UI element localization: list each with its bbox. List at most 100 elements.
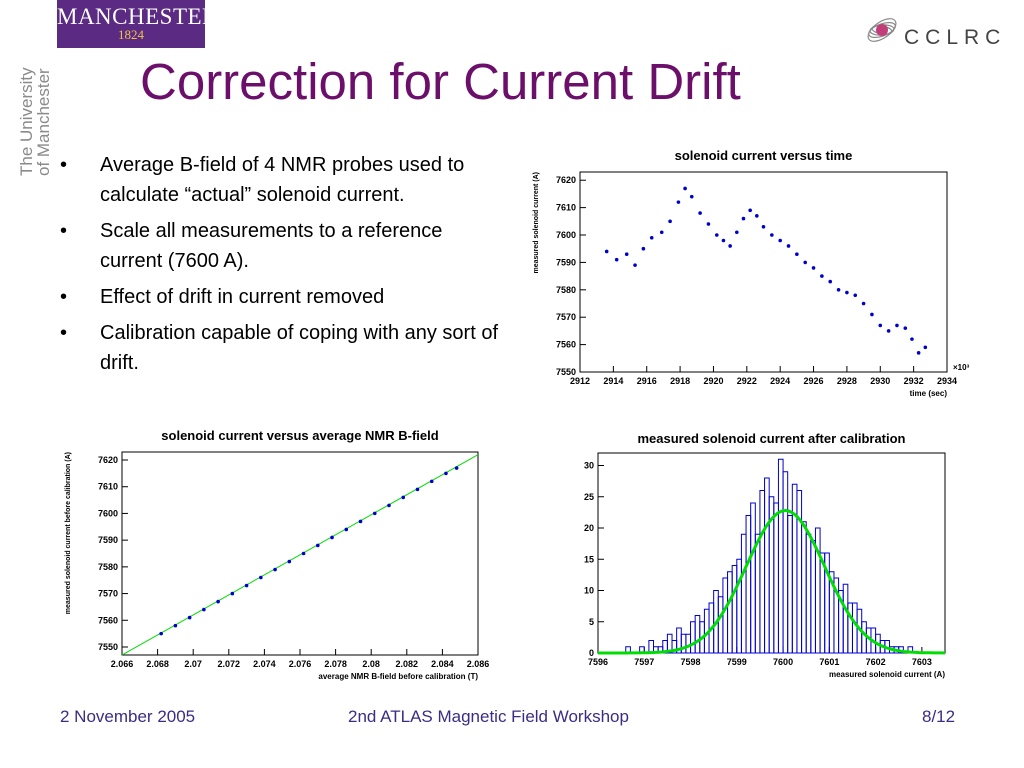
x-axis-label: time (sec) xyxy=(910,389,948,398)
data-point xyxy=(886,329,891,333)
y-tick-label: 7620 xyxy=(556,175,576,185)
y-tick-label: 7580 xyxy=(556,285,576,295)
bullet-marker: • xyxy=(60,154,68,176)
bullet-item: • Effect of drift in current removed xyxy=(60,282,500,312)
bullet-marker: • xyxy=(60,220,68,242)
y-tick-label: 7560 xyxy=(556,340,576,350)
bullet-text: Average B-field of 4 NMR probes used to … xyxy=(100,154,465,206)
x-tick-label: 2.07 xyxy=(184,659,202,669)
chart-title: solenoid current versus average NMR B-fi… xyxy=(161,428,438,443)
y-axis-label: measured solenoid current before calibra… xyxy=(65,452,72,614)
x-tick-label: 7603 xyxy=(912,657,932,667)
data-point xyxy=(344,527,349,532)
x-tick-label: 7602 xyxy=(866,657,886,667)
x-tick-label: 2932 xyxy=(904,376,924,386)
data-point xyxy=(689,194,694,199)
plot-current-vs-bfield: 2.066 2.068 2.07 2.072 2.074 2.076 2.078 2.08 2.… xyxy=(58,422,498,682)
y-tick-label: 20 xyxy=(584,523,594,533)
data-point xyxy=(748,208,752,213)
bullet-item: • Scale all measurements to a reference c… xyxy=(60,216,500,276)
manchester-year: 1824 xyxy=(118,27,144,42)
data-point xyxy=(387,503,391,508)
x-tick-label: 2.08 xyxy=(362,659,380,669)
plot-calibrated-histogram: 7596 7597 7598 7599 7600 7601 7602 7603 0 5 10 15 20… xyxy=(540,425,960,683)
data-point xyxy=(770,233,774,237)
data-point xyxy=(706,222,711,226)
y-tick-label: 7590 xyxy=(556,257,576,267)
manchester-logo: MANCHESTER 1824 xyxy=(57,0,217,48)
data-point xyxy=(244,583,249,588)
y-tick-label: 7550 xyxy=(98,642,118,652)
x-tick-label: 2.076 xyxy=(289,659,312,669)
data-point xyxy=(845,290,849,295)
data-point xyxy=(811,266,816,270)
data-point xyxy=(604,249,609,254)
data-point xyxy=(372,511,377,516)
gaussian-fit-curve xyxy=(598,508,946,655)
y-tick-label: 10 xyxy=(584,586,594,596)
data-point xyxy=(786,244,791,248)
data-point xyxy=(836,288,841,292)
y-tick-label: 15 xyxy=(584,554,594,564)
data-point xyxy=(273,567,277,572)
bullet-marker: • xyxy=(60,322,68,344)
y-tick-label: 7590 xyxy=(98,535,118,545)
y-tick-label: 0 xyxy=(589,648,594,658)
x-axis-label: average NMR B-field before calibration (… xyxy=(318,672,478,681)
data-point xyxy=(287,559,292,564)
footer-page: 8/12 xyxy=(922,707,956,726)
data-point xyxy=(755,214,759,218)
data-point xyxy=(853,293,858,298)
data-point xyxy=(358,519,363,524)
data-point xyxy=(202,607,206,612)
data-point xyxy=(735,230,739,235)
data-point xyxy=(230,591,235,596)
data-point xyxy=(778,238,782,243)
y-tick-label: 7620 xyxy=(98,455,118,465)
x-tick-label: 2922 xyxy=(737,376,757,386)
x-axis-label: measured solenoid current (A) xyxy=(829,670,945,679)
chart-title: solenoid current versus time xyxy=(675,148,853,163)
data-point xyxy=(795,252,799,256)
x-tick-label: 2912 xyxy=(570,376,590,386)
chart-calibrated-histogram: 7596 7597 7598 7599 7600 7601 7602 7603 0 5 10 15 20… xyxy=(584,431,946,679)
chart-current-vs-time: 2912 2914 2916 2918 2920 2922 2924 2926 2928 2930… xyxy=(533,148,970,398)
data-point xyxy=(401,495,406,500)
data-point xyxy=(614,257,619,262)
data-point xyxy=(633,263,637,267)
bullet-text: Effect of drift in current removed xyxy=(100,286,385,308)
x-tick-label: 2934 xyxy=(937,376,957,386)
data-point xyxy=(659,230,664,235)
data-point xyxy=(316,543,320,548)
chart-title: measured solenoid current after calibrat… xyxy=(637,431,905,446)
x-tick-label: 2918 xyxy=(670,376,690,386)
data-point xyxy=(159,631,163,636)
data-point xyxy=(910,337,914,341)
y-tick-label: 7570 xyxy=(556,312,576,322)
data-point xyxy=(624,252,629,256)
data-point xyxy=(721,238,726,243)
data-point xyxy=(683,186,687,191)
x-tick-label: 2924 xyxy=(770,376,790,386)
x-tick-label: 2926 xyxy=(804,376,824,386)
data-point xyxy=(676,200,681,204)
y-axis-label: measured solenoid current (A) xyxy=(533,172,540,274)
data-point xyxy=(903,326,908,330)
bullet-marker: • xyxy=(60,286,68,308)
slide-title: Correction for Current Drift xyxy=(140,53,741,110)
bullet-item: • Calibration capable of coping with any … xyxy=(60,318,500,378)
x-multiplier: ×10³ xyxy=(953,363,970,372)
x-tick-label: 2.082 xyxy=(396,659,419,669)
data-point xyxy=(259,575,263,580)
bullet-text: Scale all measurements to a reference cu… xyxy=(100,220,443,272)
data-point xyxy=(861,301,866,306)
cclrc-swirl-icon xyxy=(867,18,897,42)
y-tick-label: 7600 xyxy=(556,230,576,240)
data-point xyxy=(216,599,220,604)
y-tick-label: 25 xyxy=(584,492,594,502)
y-tick-label: 7600 xyxy=(98,508,118,518)
data-point xyxy=(728,244,732,248)
x-tick-label: 2.086 xyxy=(467,659,490,669)
x-tick-label: 2916 xyxy=(637,376,657,386)
data-point xyxy=(820,274,824,278)
